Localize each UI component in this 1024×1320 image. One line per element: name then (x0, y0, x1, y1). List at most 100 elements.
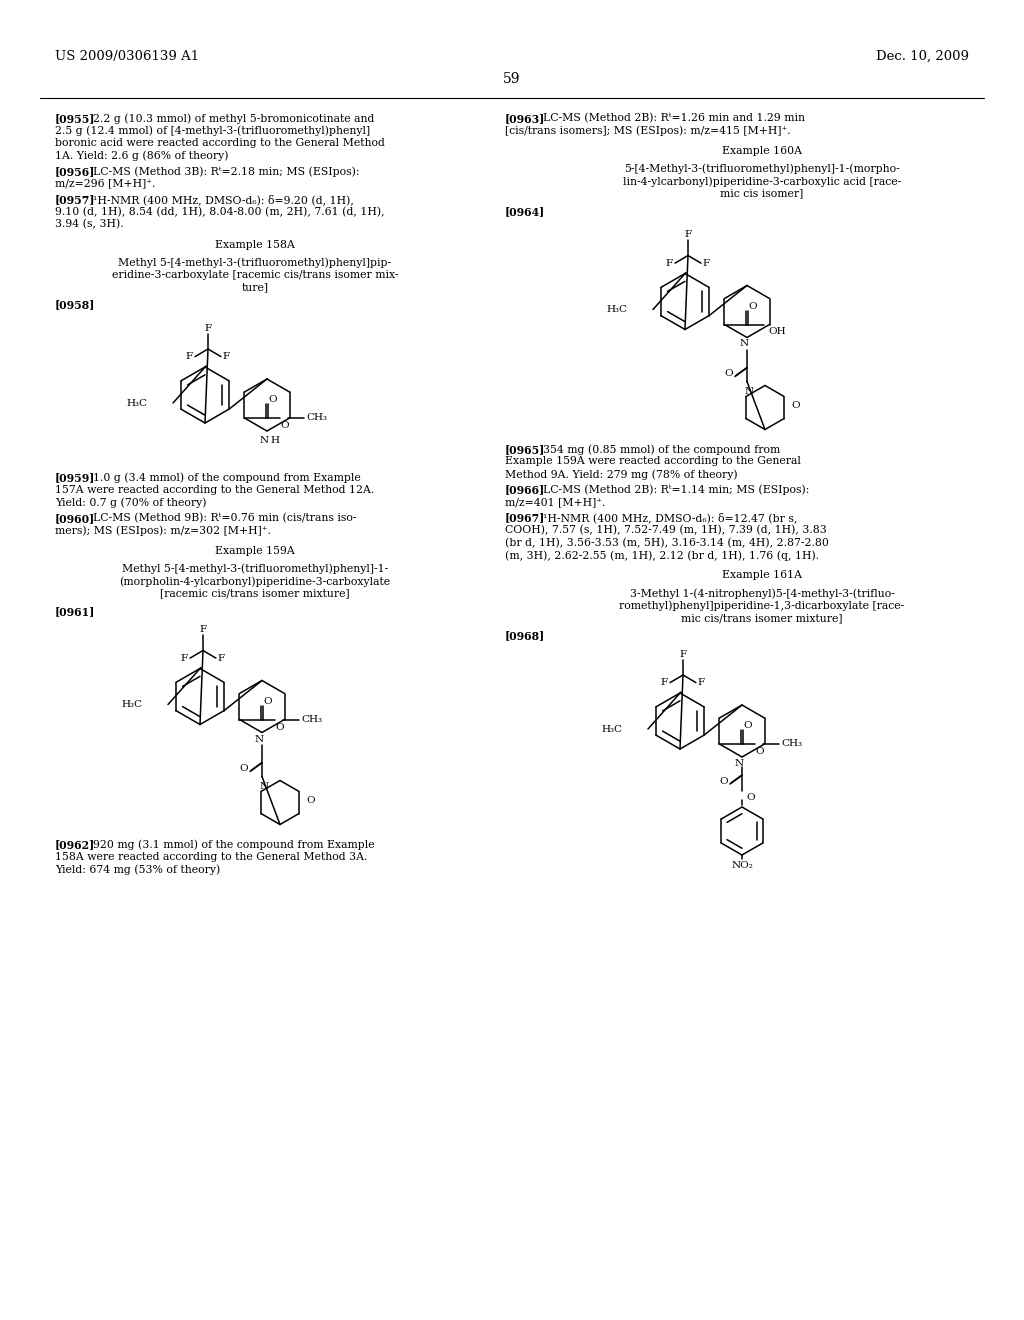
Text: F: F (205, 323, 212, 333)
Text: O: O (263, 697, 272, 706)
Text: CH₃: CH₃ (306, 413, 328, 422)
Text: N: N (259, 436, 268, 445)
Text: LC-MS (Method 2B): Rᵗ=1.26 min and 1.29 min: LC-MS (Method 2B): Rᵗ=1.26 min and 1.29 … (543, 114, 805, 123)
Text: O: O (724, 370, 733, 378)
Text: O: O (268, 396, 278, 404)
Text: Example 159A were reacted according to the General: Example 159A were reacted according to t… (505, 457, 801, 466)
Text: COOH), 7.57 (s, 1H), 7.52-7.49 (m, 1H), 7.39 (d, 1H), 3.83: COOH), 7.57 (s, 1H), 7.52-7.49 (m, 1H), … (505, 525, 826, 536)
Text: Dec. 10, 2009: Dec. 10, 2009 (876, 50, 969, 63)
Text: [cis/trans isomers]; MS (ESIpos): m/z=415 [M+H]⁺.: [cis/trans isomers]; MS (ESIpos): m/z=41… (505, 125, 791, 136)
Text: Example 159A: Example 159A (215, 546, 295, 556)
Text: [0965]: [0965] (505, 444, 546, 455)
Text: H: H (270, 436, 280, 445)
Text: CH₃: CH₃ (301, 715, 323, 723)
Text: F: F (200, 626, 207, 635)
Text: mic cis/trans isomer mixture]: mic cis/trans isomer mixture] (681, 612, 843, 623)
Text: F: F (186, 352, 194, 362)
Text: O: O (281, 421, 289, 430)
Text: O: O (306, 796, 314, 805)
Text: N: N (254, 734, 263, 743)
Text: lin-4-ylcarbonyl)piperidine-3-carboxylic acid [race-: lin-4-ylcarbonyl)piperidine-3-carboxylic… (623, 176, 901, 186)
Text: 2.5 g (12.4 mmol) of [4-methyl-3-(trifluoromethyl)phenyl]: 2.5 g (12.4 mmol) of [4-methyl-3-(triflu… (55, 125, 370, 136)
Text: (m, 3H), 2.62-2.55 (m, 1H), 2.12 (br d, 1H), 1.76 (q, 1H).: (m, 3H), 2.62-2.55 (m, 1H), 2.12 (br d, … (505, 550, 819, 561)
Text: romethyl)phenyl]piperidine-1,3-dicarboxylate [race-: romethyl)phenyl]piperidine-1,3-dicarboxy… (620, 601, 904, 611)
Text: 354 mg (0.85 mmol) of the compound from: 354 mg (0.85 mmol) of the compound from (543, 444, 780, 454)
Text: [0962]: [0962] (55, 840, 95, 850)
Text: 5-[4-Methyl-3-(trifluoromethyl)phenyl]-1-(morpho-: 5-[4-Methyl-3-(trifluoromethyl)phenyl]-1… (624, 164, 900, 174)
Text: F: F (218, 653, 225, 663)
Text: N: N (259, 781, 268, 791)
Text: N: N (739, 339, 749, 348)
Text: 1.0 g (3.4 mmol) of the compound from Example: 1.0 g (3.4 mmol) of the compound from Ex… (93, 473, 360, 483)
Text: CH₃: CH₃ (781, 739, 803, 748)
Text: [0959]: [0959] (55, 473, 95, 483)
Text: OH: OH (768, 327, 786, 337)
Text: F: F (223, 352, 230, 362)
Text: [0958]: [0958] (55, 300, 95, 310)
Text: ¹H-NMR (400 MHz, DMSO-d₆): δ=12.47 (br s,: ¹H-NMR (400 MHz, DMSO-d₆): δ=12.47 (br s… (543, 512, 798, 523)
Text: F: F (680, 649, 686, 659)
Text: H₃C: H₃C (601, 725, 622, 734)
Text: Methyl 5-[4-methyl-3-(trifluoromethyl)phenyl]pip-: Methyl 5-[4-methyl-3-(trifluoromethyl)ph… (119, 257, 391, 268)
Text: [0956]: [0956] (55, 166, 95, 177)
Text: O: O (275, 722, 284, 731)
Text: 2.2 g (10.3 mmol) of methyl 5-bromonicotinate and: 2.2 g (10.3 mmol) of methyl 5-bromonicot… (93, 114, 375, 124)
Text: [0966]: [0966] (505, 484, 545, 495)
Text: Method 9A. Yield: 279 mg (78% of theory): Method 9A. Yield: 279 mg (78% of theory) (505, 469, 737, 479)
Text: N: N (734, 759, 743, 768)
Text: mers); MS (ESIpos): m/z=302 [M+H]⁺.: mers); MS (ESIpos): m/z=302 [M+H]⁺. (55, 525, 271, 536)
Text: Yield: 0.7 g (70% of theory): Yield: 0.7 g (70% of theory) (55, 498, 207, 508)
Text: H₃C: H₃C (606, 305, 627, 314)
Text: 3-Methyl 1-(4-nitrophenyl)5-[4-methyl-3-(trifluo-: 3-Methyl 1-(4-nitrophenyl)5-[4-methyl-3-… (630, 587, 894, 598)
Text: (morpholin-4-ylcarbonyl)piperidine-3-carboxylate: (morpholin-4-ylcarbonyl)piperidine-3-car… (120, 576, 390, 586)
Text: m/z=296 [M+H]⁺.: m/z=296 [M+H]⁺. (55, 178, 156, 189)
Text: [0964]: [0964] (505, 206, 545, 216)
Text: ture]: ture] (242, 282, 268, 292)
Text: O: O (749, 302, 757, 312)
Text: F: F (181, 653, 188, 663)
Text: H₃C: H₃C (126, 399, 147, 408)
Text: 59: 59 (503, 73, 521, 86)
Text: 1A. Yield: 2.6 g (86% of theory): 1A. Yield: 2.6 g (86% of theory) (55, 150, 228, 161)
Text: [0963]: [0963] (505, 114, 546, 124)
Text: Example 158A: Example 158A (215, 239, 295, 249)
Text: 9.10 (d, 1H), 8.54 (dd, 1H), 8.04-8.00 (m, 2H), 7.61 (d, 1H),: 9.10 (d, 1H), 8.54 (dd, 1H), 8.04-8.00 (… (55, 206, 385, 216)
Text: 920 mg (3.1 mmol) of the compound from Example: 920 mg (3.1 mmol) of the compound from E… (93, 840, 375, 850)
Text: F: F (660, 678, 668, 688)
Text: LC-MS (Method 2B): Rᵗ=1.14 min; MS (ESIpos):: LC-MS (Method 2B): Rᵗ=1.14 min; MS (ESIp… (543, 484, 809, 495)
Text: eridine-3-carboxylate [racemic cis/trans isomer mix-: eridine-3-carboxylate [racemic cis/trans… (112, 269, 398, 280)
Text: [0955]: [0955] (55, 114, 95, 124)
Text: F: F (702, 259, 710, 268)
Text: [0960]: [0960] (55, 513, 95, 524)
Text: [0967]: [0967] (505, 512, 546, 524)
Text: [0968]: [0968] (505, 631, 545, 642)
Text: O: O (791, 401, 800, 411)
Text: H₃C: H₃C (121, 700, 142, 709)
Text: m/z=401 [M+H]⁺.: m/z=401 [M+H]⁺. (505, 498, 605, 507)
Text: O: O (743, 722, 752, 730)
Text: ¹H-NMR (400 MHz, DMSO-d₆): δ=9.20 (d, 1H),: ¹H-NMR (400 MHz, DMSO-d₆): δ=9.20 (d, 1H… (93, 194, 354, 205)
Text: O: O (746, 793, 755, 803)
Text: O: O (755, 747, 764, 756)
Text: [racemic cis/trans isomer mixture]: [racemic cis/trans isomer mixture] (160, 589, 350, 598)
Text: O: O (240, 764, 248, 774)
Text: LC-MS (Method 9B): Rᵗ=0.76 min (cis/trans iso-: LC-MS (Method 9B): Rᵗ=0.76 min (cis/tran… (93, 513, 356, 523)
Text: NO₂: NO₂ (731, 861, 753, 870)
Text: mic cis isomer]: mic cis isomer] (720, 189, 804, 198)
Text: boronic acid were reacted according to the General Method: boronic acid were reacted according to t… (55, 139, 385, 148)
Text: (br d, 1H), 3.56-3.53 (m, 5H), 3.16-3.14 (m, 4H), 2.87-2.80: (br d, 1H), 3.56-3.53 (m, 5H), 3.16-3.14… (505, 537, 828, 548)
Text: 158A were reacted according to the General Method 3A.: 158A were reacted according to the Gener… (55, 851, 368, 862)
Text: LC-MS (Method 3B): Rᵗ=2.18 min; MS (ESIpos):: LC-MS (Method 3B): Rᵗ=2.18 min; MS (ESIp… (93, 166, 359, 177)
Text: Yield: 674 mg (53% of theory): Yield: 674 mg (53% of theory) (55, 865, 220, 875)
Text: 157A were reacted according to the General Method 12A.: 157A were reacted according to the Gener… (55, 484, 374, 495)
Text: O: O (720, 776, 728, 785)
Text: F: F (684, 230, 691, 239)
Text: Example 161A: Example 161A (722, 570, 802, 581)
Text: 3.94 (s, 3H).: 3.94 (s, 3H). (55, 219, 124, 230)
Text: Methyl 5-[4-methyl-3-(trifluoromethyl)phenyl]-1-: Methyl 5-[4-methyl-3-(trifluoromethyl)ph… (122, 564, 388, 574)
Text: [0961]: [0961] (55, 606, 95, 616)
Text: N: N (744, 387, 754, 396)
Text: F: F (666, 259, 673, 268)
Text: [0957]: [0957] (55, 194, 95, 205)
Text: US 2009/0306139 A1: US 2009/0306139 A1 (55, 50, 199, 63)
